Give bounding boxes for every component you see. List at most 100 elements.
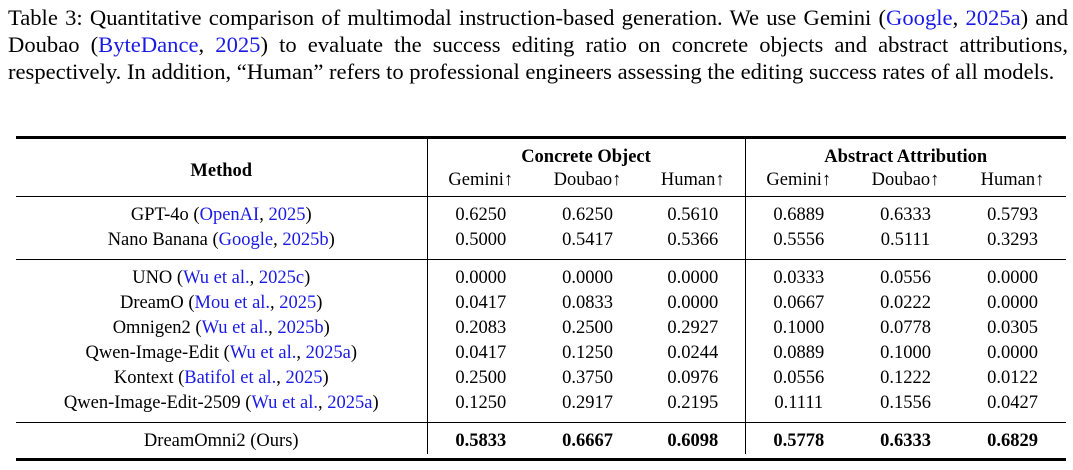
method-close: ) <box>372 393 379 413</box>
caption-text-2: ) and Doubao ( <box>8 5 1069 57</box>
table-caption: Table 3: Quantitative comparison of mult… <box>8 4 1068 85</box>
caption-text-1: Quantitative comparison of multimodal in… <box>89 5 887 30</box>
citation-sep: , <box>276 368 286 388</box>
value-cell: 0.0000 <box>959 259 1066 291</box>
value-cell: 0.0000 <box>667 293 719 313</box>
citation-link[interactable]: 2025 <box>279 293 317 313</box>
citation-link[interactable]: Wu et al. <box>183 268 250 288</box>
col-header: Gemini↑ <box>744 168 852 197</box>
citation-link[interactable]: 2025a <box>965 5 1021 30</box>
citation-sep: , <box>259 205 269 225</box>
value-cell: 0.0833 <box>562 293 613 313</box>
method-header: Method <box>190 160 253 181</box>
caption-sep: , <box>198 32 216 57</box>
method-cell: UNO (Wu et al., 2025c) <box>16 259 427 291</box>
value-cell: 0.0556 <box>744 366 852 391</box>
caption-label: Table 3: <box>8 5 83 30</box>
citation-link[interactable]: Wu et al. <box>251 393 318 413</box>
group-header-concrete: Concrete Object <box>426 138 745 168</box>
table-row: UNO (Wu et al., 2025c) 0.0000 0.0000 0.0000… <box>16 259 1066 291</box>
value-cell: 0.1556 <box>880 393 931 413</box>
value-cell: 0.0000 <box>987 343 1038 363</box>
top-rule <box>16 136 1066 139</box>
value-cell: 0.5793 <box>959 196 1066 228</box>
citation-link[interactable]: 2025a <box>305 343 351 363</box>
value-cell: 0.2917 <box>562 393 613 413</box>
value-cell: 0.6250 <box>426 196 534 228</box>
citation-link[interactable]: 2025 <box>285 368 323 388</box>
col-header: Human↑ <box>980 169 1045 190</box>
value-cell: 0.0427 <box>987 393 1038 413</box>
value-cell: 0.0222 <box>880 293 931 313</box>
citation-link[interactable]: 2025a <box>327 393 373 413</box>
citation-link[interactable]: 2025 <box>268 205 306 225</box>
value-cell: 0.2500 <box>562 318 613 338</box>
method-cell: Kontext (Batifol et al., 2025) <box>16 366 427 391</box>
col-header: Doubao↑ <box>553 169 622 190</box>
citation-link[interactable]: ByteDance <box>98 32 199 57</box>
value-cell: 0.5417 <box>562 230 613 250</box>
value-cell: 0.0000 <box>426 259 534 291</box>
method-cell: Omnigen2 (Wu et al., 2025b) <box>16 316 427 341</box>
citation-link[interactable]: Mou et al. <box>194 293 271 313</box>
method-cell: Nano Banana (Google, 2025b) <box>16 228 427 260</box>
value-cell: 0.3750 <box>562 368 613 388</box>
results-table: Method Concrete Object Abstract Attribut… <box>16 138 1066 454</box>
method-close: ) <box>322 368 329 388</box>
citation-link[interactable]: Batifol et al. <box>184 368 277 388</box>
caption-sep: , <box>952 5 966 30</box>
method-name: Omnigen2 ( <box>112 318 202 338</box>
value-cell: 0.0417 <box>426 291 534 316</box>
citation-sep: , <box>270 293 280 313</box>
citation-link[interactable]: Wu et al. <box>229 343 297 363</box>
value-cell: 0.0305 <box>987 318 1038 338</box>
col-header: Human↑ <box>660 169 725 190</box>
method-name: DreamOmni2 (Ours) <box>16 422 427 454</box>
citation-link[interactable]: 2025b <box>282 230 329 250</box>
value-cell: 0.5610 <box>641 196 745 228</box>
value-cell: 0.0122 <box>987 368 1038 388</box>
method-name: GPT-4o ( <box>130 205 200 225</box>
method-cell: Qwen-Image-Edit (Wu et al., 2025a) <box>16 341 427 366</box>
citation-link[interactable]: 2025c <box>258 268 305 288</box>
value-cell: 0.0244 <box>667 343 719 363</box>
table-row: DreamO (Mou et al., 2025) 0.0417 0.0833 0.0… <box>16 291 1066 316</box>
value-cell: 0.5366 <box>667 230 719 250</box>
value-cell: 0.0333 <box>744 259 852 291</box>
caption-text-3: ) to evaluate the success editing ratio … <box>8 32 1068 84</box>
method-close: ) <box>305 205 312 225</box>
best-value-cell: 0.6333 <box>852 422 959 454</box>
value-cell: 0.0889 <box>744 341 852 366</box>
citation-link[interactable]: Wu et al. <box>201 318 269 338</box>
value-cell: 0.0556 <box>852 259 959 291</box>
value-cell: 0.5556 <box>744 228 852 260</box>
method-name: Qwen-Image-Edit-2509 ( <box>63 393 252 413</box>
value-cell: 0.1222 <box>880 368 931 388</box>
value-cell: 0.1250 <box>562 343 613 363</box>
method-cell: GPT-4o (OpenAI, 2025) <box>16 196 427 228</box>
value-cell: 0.0976 <box>667 368 719 388</box>
citation-sep: , <box>273 230 283 250</box>
citation-link[interactable]: Google <box>218 230 274 250</box>
value-cell: 0.2927 <box>667 318 719 338</box>
citation-link[interactable]: OpenAI <box>199 205 260 225</box>
method-name: UNO ( <box>132 268 184 288</box>
best-value-cell: 0.5833 <box>426 422 534 454</box>
value-cell: 0.0778 <box>880 318 931 338</box>
method-close: ) <box>304 268 311 288</box>
table-row: Qwen-Image-Edit (Wu et al., 2025a) 0.0417… <box>16 341 1066 366</box>
method-close: ) <box>316 293 323 313</box>
value-cell: 0.0000 <box>641 259 745 291</box>
col-header: Gemini↑ <box>426 168 534 197</box>
best-value-cell: 0.5778 <box>744 422 852 454</box>
citation-link[interactable]: 2025b <box>277 318 324 338</box>
method-close: ) <box>328 230 335 250</box>
table-row: GPT-4o (OpenAI, 2025) 0.6250 0.6250 0.5610 0… <box>16 196 1066 228</box>
citation-link[interactable]: 2025 <box>215 32 261 57</box>
value-cell: 0.2500 <box>426 366 534 391</box>
table-row: Qwen-Image-Edit-2509 (Wu et al., 2025a) 0… <box>16 391 1066 423</box>
citation-link[interactable]: Google <box>886 5 953 30</box>
value-cell: 0.1000 <box>880 343 931 363</box>
method-cell: DreamO (Mou et al., 2025) <box>16 291 427 316</box>
value-cell: 0.2083 <box>426 316 534 341</box>
